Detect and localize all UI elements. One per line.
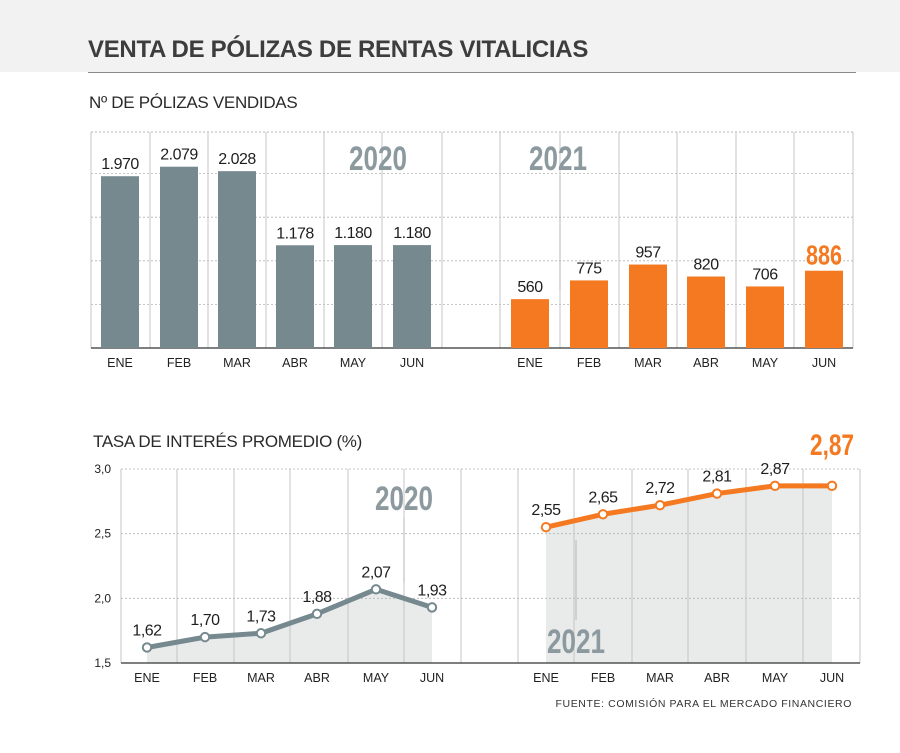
line-category-label: MAY bbox=[363, 671, 390, 685]
line-ytick-label: 2,5 bbox=[94, 527, 111, 541]
bar-category-label: ENE bbox=[107, 356, 133, 370]
bar-2021-may bbox=[746, 286, 784, 348]
bar-category-label: FEB bbox=[577, 356, 601, 370]
line-point-2020 bbox=[370, 584, 382, 595]
bar-chart: 2020 2021 1.970 ENE 2.079 FEB 2.028 MAR 1.178 ABR… bbox=[90, 131, 854, 370]
bar-2020-abr bbox=[276, 245, 314, 348]
bar-category-label: MAR bbox=[634, 356, 662, 370]
line-series-2020 bbox=[144, 586, 435, 650]
bar-value-label: 1.178 bbox=[276, 225, 314, 242]
source-note: FUENTE: COMISIÓN PARA EL MERCADO FINANCI… bbox=[555, 698, 852, 710]
bar-category-label: MAR bbox=[223, 356, 251, 370]
line-category-label: ABR bbox=[304, 671, 330, 685]
line-ytick-label: 3,0 bbox=[94, 462, 111, 476]
bar-value-label: 2.028 bbox=[218, 151, 256, 168]
bar-2020-feb bbox=[160, 166, 198, 348]
line-point-2020 bbox=[311, 608, 323, 620]
bar-category-label: MAY bbox=[340, 356, 367, 370]
line-value-label: 1,93 bbox=[417, 582, 447, 599]
bar-value-label: 1.180 bbox=[393, 225, 431, 242]
line-category-label: MAR bbox=[247, 671, 275, 685]
line-category-label: FEB bbox=[193, 671, 217, 685]
line-value-label: 2,87 bbox=[760, 461, 790, 478]
bar-2020-jun bbox=[393, 245, 431, 348]
line-point-2021 bbox=[826, 480, 838, 492]
bar-year-label-2020: 2020 bbox=[349, 140, 407, 178]
line-category-label: FEB bbox=[591, 671, 615, 685]
line-point-2020 bbox=[141, 642, 153, 653]
line-area-2021 bbox=[546, 485, 832, 663]
bar-category-label: MAY bbox=[752, 356, 779, 370]
line-category-label: MAR bbox=[646, 671, 674, 685]
bar-value-label-highlight: 886 bbox=[806, 240, 842, 271]
line-point-2020 bbox=[426, 602, 438, 613]
line-category-label: JUN bbox=[820, 671, 844, 685]
bar-value-label: 2.079 bbox=[160, 147, 198, 164]
line-point-2020 bbox=[255, 628, 267, 639]
bar-category-label: ABR bbox=[693, 356, 719, 370]
bar-2020-may bbox=[334, 245, 372, 348]
bar-2021-mar bbox=[629, 264, 667, 348]
bar-value-label: 560 bbox=[517, 279, 543, 296]
line-value-label: 1,73 bbox=[246, 608, 276, 625]
bar-2021-ene bbox=[511, 299, 549, 348]
line-year-label-2021: 2021 bbox=[547, 623, 605, 661]
line-value-label: 2,81 bbox=[702, 469, 732, 486]
line-value-label: 2,07 bbox=[361, 564, 391, 581]
bar-category-label: FEB bbox=[167, 356, 191, 370]
bar-category-label: ENE bbox=[517, 356, 543, 370]
line-value-label: 2,65 bbox=[588, 489, 618, 506]
line-value-label: 1,62 bbox=[132, 622, 162, 639]
bar-2020-ene bbox=[101, 176, 139, 348]
line-point-2021 bbox=[654, 500, 666, 511]
line-ytick-label: 1,5 bbox=[94, 656, 111, 670]
line-value-label: 1,88 bbox=[302, 589, 332, 606]
bar-value-label: 957 bbox=[635, 245, 661, 262]
bar-2021-jun bbox=[805, 270, 843, 348]
line-category-label: ENE bbox=[533, 671, 559, 685]
line-category-label: MAY bbox=[762, 671, 789, 685]
bar-category-label: JUN bbox=[812, 356, 836, 370]
bar-2021-feb bbox=[570, 280, 608, 348]
line-category-label: JUN bbox=[420, 671, 444, 685]
line-chart-title: TASA DE INTERÉS PROMEDIO (%) bbox=[93, 432, 362, 451]
line-series-2021 bbox=[543, 483, 835, 530]
bar-year-label-2021: 2021 bbox=[529, 140, 587, 178]
bar-value-label: 706 bbox=[752, 266, 778, 283]
title-divider bbox=[88, 72, 856, 73]
bar-value-label: 775 bbox=[576, 260, 602, 277]
bar-chart-title: Nº DE PÓLIZAS VENDIDAS bbox=[89, 93, 298, 112]
line-value-label: 2,55 bbox=[531, 502, 561, 519]
bar-2020-mar bbox=[218, 171, 256, 348]
header-band bbox=[0, 0, 900, 72]
bar-value-label: 820 bbox=[693, 256, 719, 273]
line-ytick-label: 2,0 bbox=[94, 591, 111, 605]
line-point-2021 bbox=[769, 480, 781, 492]
line-chart: 1,5 2,0 2,5 3,0 2020 2021 1,62 ENE 1,70 FEB 1,73 MA… bbox=[94, 429, 861, 685]
line-point-2021 bbox=[597, 509, 609, 520]
bar-value-label: 1.180 bbox=[334, 225, 372, 242]
line-point-2021 bbox=[711, 488, 723, 499]
bar-category-label: ABR bbox=[282, 356, 308, 370]
line-point-2021 bbox=[540, 522, 552, 533]
line-category-label: ABR bbox=[704, 671, 730, 685]
page-title: VENTA DE PÓLIZAS DE RENTAS VITALICIAS bbox=[88, 36, 589, 63]
line-category-label: ENE bbox=[134, 671, 160, 685]
line-value-label: 1,70 bbox=[190, 612, 220, 629]
line-value-label: 2,72 bbox=[645, 480, 675, 497]
bar-2021-abr bbox=[687, 276, 725, 348]
line-year-label-2020: 2020 bbox=[375, 480, 433, 518]
bar-value-label: 1.970 bbox=[101, 156, 139, 173]
bar-category-label: JUN bbox=[400, 356, 424, 370]
line-point-2020 bbox=[199, 631, 211, 643]
line-value-label-highlight: 2,87 bbox=[810, 429, 854, 462]
